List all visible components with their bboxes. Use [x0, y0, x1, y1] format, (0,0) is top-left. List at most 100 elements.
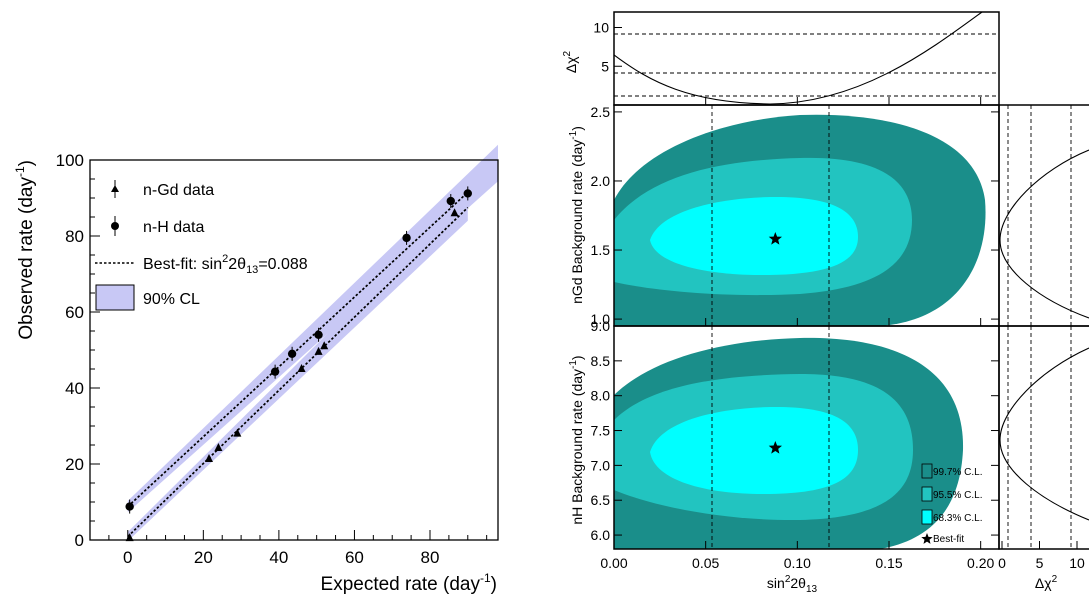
nh-axis-ticks: 6.0 6.5 7.0 7.5 8.0 8.5 9.0 — [591, 318, 999, 543]
y-tick-label: 20 — [65, 455, 84, 474]
gd-data-point — [320, 341, 329, 350]
h-data-point — [314, 330, 323, 339]
side1-frame — [998, 104, 1089, 327]
panel-y-tick-label: 9.0 — [591, 318, 611, 334]
panel-y-tick-label: 1.5 — [591, 242, 611, 258]
panel-y-tick-label: 6.0 — [591, 527, 611, 543]
legend-h-label: n-H data — [143, 219, 204, 236]
left-y-axis-title: Observed rate (day-1) — [13, 160, 37, 340]
nh-best-fit-star — [768, 441, 782, 454]
left-legend: n-Gd data n-H data Best-fit: sin22θ13=0.… — [95, 180, 308, 311]
nh-contour-panel — [614, 326, 964, 549]
fit-lines — [127, 191, 469, 538]
cl-band-area — [127, 144, 499, 513]
legend-star-icon — [921, 533, 933, 544]
gd-data-point — [314, 346, 323, 355]
y-tick-label: 40 — [65, 379, 84, 398]
side-x-axis-ticks: 0 5 10 — [998, 541, 1085, 571]
right-x-tick-label: 0.05 — [692, 555, 719, 571]
ngd-contour-panel — [614, 105, 986, 326]
right-chart: 5 10 Δχ2 1.0 1.5 2.0 2.5 nGd Background rate… — [562, 11, 1089, 595]
x-tick-label: 60 — [345, 548, 364, 567]
side1-curve — [999, 149, 1089, 319]
panel-y-tick-label: 2.5 — [591, 104, 611, 120]
side-x-tick-label: 10 — [1069, 555, 1085, 571]
h-data-point — [446, 196, 455, 206]
h-data-point — [463, 189, 472, 198]
legend-bestfit-label: Best-fit — [933, 534, 964, 545]
h-data-point — [125, 502, 134, 511]
left-axis-ticks: 0 20 40 60 80 0 20 40 60 80 100 — [56, 151, 488, 567]
h-data-point — [287, 349, 297, 358]
legend-683-label: 68.3% C.L. — [933, 513, 982, 524]
top-y-tick-label: 5 — [601, 58, 609, 74]
legend-997-swatch — [921, 463, 933, 479]
legend-gd-marker — [111, 180, 119, 198]
side2-frame — [998, 325, 1089, 550]
gd-data-point — [450, 208, 459, 217]
legend-band-label: 90% CL — [143, 291, 200, 308]
legend-683-swatch — [921, 509, 933, 525]
gd-data-point — [233, 428, 242, 437]
gd-data-point — [214, 443, 223, 452]
y-tick-label: 80 — [65, 227, 84, 246]
right-x-axis-ticks: 0.00 0.05 0.10 0.15 0.20 — [600, 97, 995, 571]
side2-curve — [999, 347, 1089, 521]
top-y-tick-label: 10 — [593, 20, 609, 36]
panel-y-tick-label: 6.5 — [591, 492, 611, 508]
y-tick-label: 100 — [56, 151, 84, 170]
x-tick-label: 0 — [123, 548, 132, 567]
side-x-tick-label: 5 — [1036, 555, 1044, 571]
panel-y-tick-label: 1.0 — [591, 311, 611, 327]
delta-chi2-curve — [614, 12, 983, 105]
panel-y-tick-label: 7.5 — [591, 423, 611, 439]
legend-955-label: 95.5% C.L. — [933, 490, 982, 501]
legend-h-marker — [111, 216, 119, 236]
right-x-tick-label: 0.20 — [967, 555, 994, 571]
legend-fit-label: Best-fit: sin22θ13=0.088 — [143, 253, 308, 276]
y-tick-label: 0 — [75, 531, 84, 550]
nh-contour-683 — [650, 406, 858, 495]
x-tick-label: 80 — [421, 548, 440, 567]
left-chart: 0 20 40 60 80 0 20 40 60 80 100 Expected rate (day… — [13, 144, 499, 595]
x-tick-label: 20 — [194, 548, 213, 567]
data-points — [125, 186, 472, 542]
side-panel-ngd — [999, 105, 1089, 326]
right-x-tick-label: 0.15 — [875, 555, 902, 571]
left-x-axis-title: Expected rate (day-1) — [321, 571, 497, 595]
side-x-axis-title: Δχ2 — [1035, 574, 1058, 591]
x-tick-label: 40 — [269, 548, 288, 567]
panel-y-tick-label: 7.0 — [591, 457, 611, 473]
gd-data-point — [205, 454, 213, 463]
right-x-tick-label: 0.10 — [784, 555, 811, 571]
right-x-axis-title: sin22θ13 — [767, 574, 818, 595]
top-axis-ticks: 5 10 — [593, 20, 622, 106]
fit-line — [127, 206, 469, 538]
panel-y-tick-label: 2.0 — [591, 173, 611, 189]
top-y-axis-title: Δχ2 — [562, 50, 579, 73]
gd-data-point — [125, 533, 134, 542]
right-x-tick-label: 0.00 — [600, 555, 627, 571]
fit-line — [127, 191, 469, 508]
legend-997-label: 99.7% C.L. — [933, 467, 982, 478]
h-data-point — [270, 367, 280, 376]
cl-band-area-gd — [127, 194, 468, 542]
contour-legend: 99.7% C.L. 95.5% C.L. 68.3% C.L. Best-fi… — [921, 463, 982, 545]
ngd-axis-ticks: 1.0 1.5 2.0 2.5 — [591, 104, 999, 327]
panel-y-tick-label: 8.5 — [591, 353, 611, 369]
y-tick-label: 60 — [65, 303, 84, 322]
legend-gd-label: n-Gd data — [143, 182, 214, 199]
legend-955-swatch — [921, 486, 933, 502]
ngd-contour-683 — [650, 196, 858, 276]
nh-y-axis-title: nH Background rate (day-1) — [568, 355, 585, 524]
legend-band-swatch — [95, 284, 135, 311]
side-x-tick-label: 0 — [998, 555, 1006, 571]
side-panel-nh — [999, 326, 1089, 549]
ngd-best-fit-star — [768, 232, 782, 245]
panel-y-tick-label: 8.0 — [591, 388, 611, 404]
gd-data-point — [297, 364, 306, 372]
top-delta-chi2-panel — [614, 12, 999, 105]
h-data-point — [402, 233, 411, 243]
top-panel-frame — [613, 11, 1000, 106]
